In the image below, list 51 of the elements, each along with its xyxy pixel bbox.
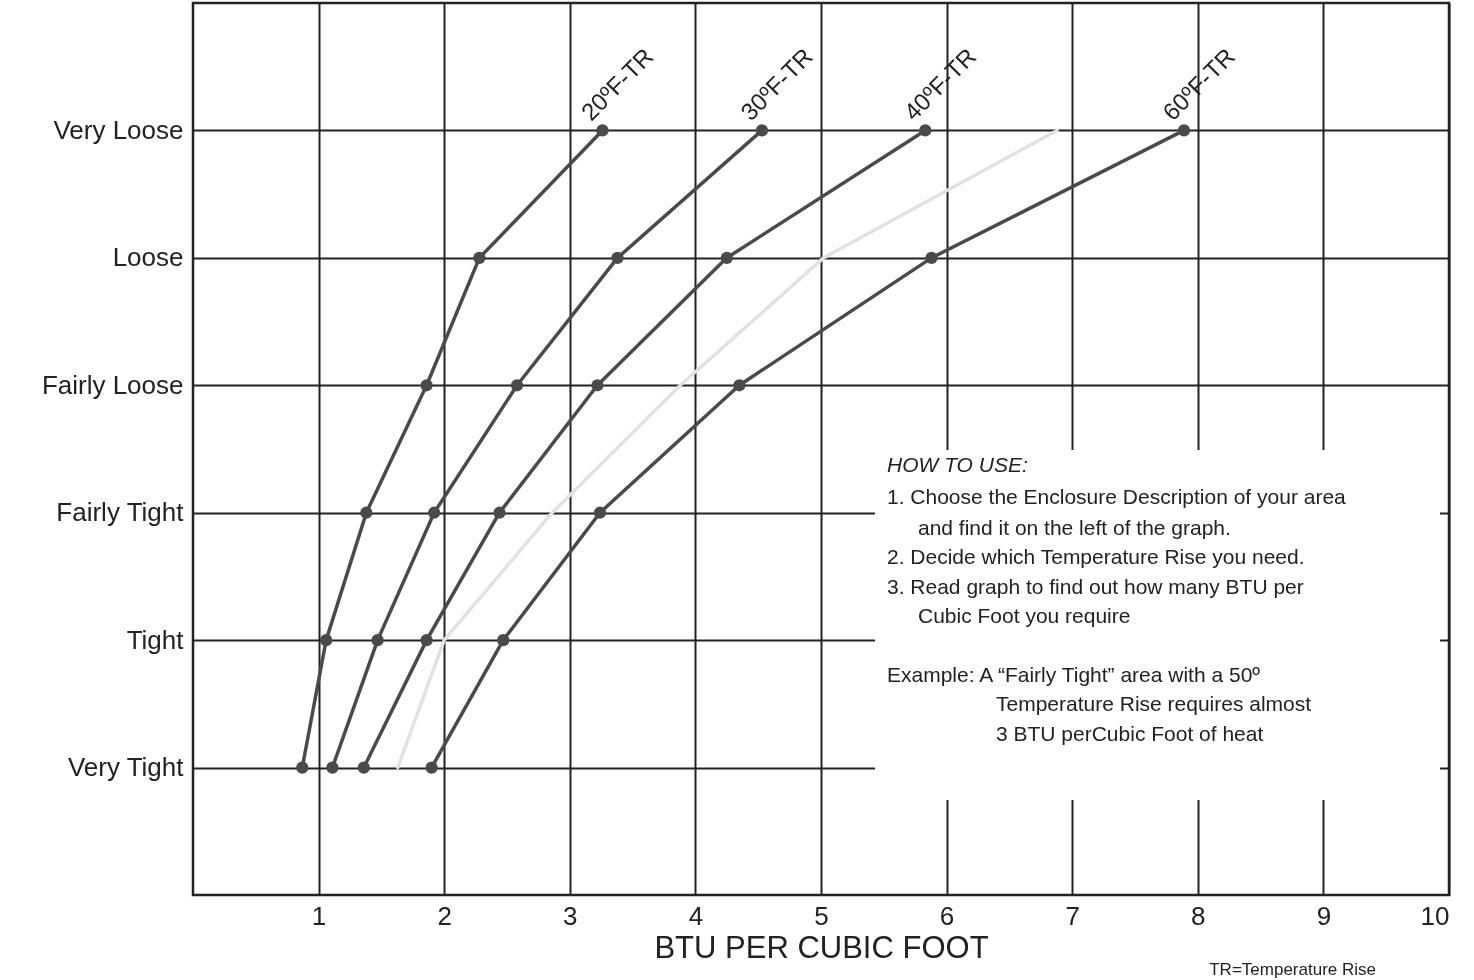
point [611,251,624,264]
x-axis-title: BTU PER CUBIC FOOT [654,929,989,965]
point [591,379,604,392]
x-tick-label: 8 [1191,900,1206,931]
point [360,506,373,519]
point [1177,124,1191,137]
point [593,506,607,519]
point [493,506,506,519]
point [733,379,746,392]
annotation: 3 BTU perCubic Foot of heat [996,722,1264,745]
point [357,761,370,774]
point [473,251,486,264]
point [596,124,609,137]
point [296,761,309,774]
x-tick-label: 7 [1065,900,1080,931]
annotation: 3. Read graph to find out how many BTU per [887,575,1304,598]
x-tick-label: 4 [688,900,704,931]
annotation: Temperature Rise requires almost [996,692,1312,715]
point [755,124,769,137]
point [919,124,932,137]
y-tick-label: Very Tight [67,752,185,783]
point [428,506,441,519]
point [320,634,333,647]
x-tick-label: 1 [311,900,327,931]
x-tick-label: 2 [437,900,452,931]
x-tick-label: 5 [814,900,829,931]
annotation: and find it on the left of the graph. [918,516,1231,539]
annotation: Cubic Foot you require [918,604,1131,627]
point [326,761,339,774]
y-tick-label: Loose [112,242,184,273]
y-tick-label: Very Loose [53,114,184,145]
point [510,379,524,392]
x-tick-label: 3 [563,900,578,931]
y-tick-label: Fairly Tight [56,497,185,528]
x-tick-label: 10 [1420,900,1450,931]
point [720,251,733,264]
point [420,634,433,647]
x-tick-label: 6 [939,900,955,931]
point [425,761,438,774]
annotation: 1. Choose the Enclosure Description of your area [887,485,1347,508]
annotation: 2. Decide which Temperature Rise you need. [887,545,1305,568]
point [420,379,433,392]
text: TR=Temperature Rise [1209,960,1376,979]
annotation: Example: A “Fairly Tight” area with a 50º [887,663,1261,686]
y-tick-label: Tight [126,624,185,655]
y-tick-label: Fairly Loose [41,369,184,400]
x-tick-label: 9 [1316,900,1332,931]
annotation: HOW TO USE: [887,453,1028,476]
point [371,634,384,647]
point [925,251,938,264]
point [497,634,510,647]
